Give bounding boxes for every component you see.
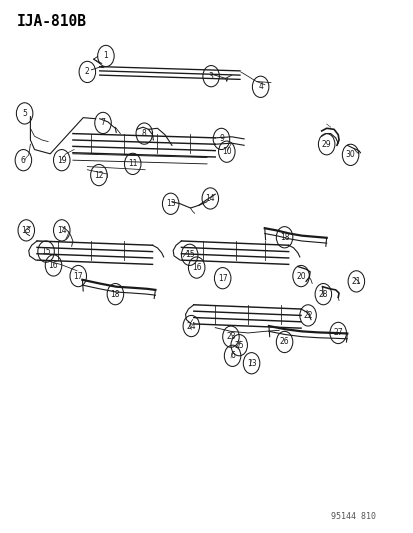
Text: 13: 13 <box>166 199 175 208</box>
Text: 5: 5 <box>22 109 27 118</box>
Text: IJA-810B: IJA-810B <box>17 14 87 29</box>
Text: 13: 13 <box>246 359 256 368</box>
Text: 16: 16 <box>49 261 58 270</box>
Text: 13: 13 <box>21 226 31 235</box>
Text: 1: 1 <box>103 52 108 60</box>
Text: 21: 21 <box>351 277 360 286</box>
Text: 12: 12 <box>94 171 103 180</box>
Text: 18: 18 <box>279 233 289 242</box>
Text: 16: 16 <box>191 263 201 272</box>
Text: 15: 15 <box>185 251 194 260</box>
Text: 29: 29 <box>321 140 331 149</box>
Text: 7: 7 <box>100 118 105 127</box>
Text: 17: 17 <box>73 272 83 280</box>
Text: 20: 20 <box>296 272 305 280</box>
Text: 25: 25 <box>234 341 243 350</box>
Text: 14: 14 <box>57 226 66 235</box>
Text: 23: 23 <box>225 332 235 341</box>
Text: 10: 10 <box>221 147 231 156</box>
Text: 15: 15 <box>41 247 51 256</box>
Text: 22: 22 <box>303 311 312 320</box>
Text: 6: 6 <box>230 351 235 360</box>
Text: 8: 8 <box>142 129 146 138</box>
Text: 19: 19 <box>57 156 66 165</box>
Text: 2: 2 <box>85 68 90 76</box>
Text: 95144 810: 95144 810 <box>330 512 375 521</box>
Text: 3: 3 <box>208 71 213 80</box>
Text: 28: 28 <box>318 289 328 298</box>
Text: 24: 24 <box>186 321 196 330</box>
Text: 30: 30 <box>345 150 355 159</box>
Text: 4: 4 <box>258 82 262 91</box>
Text: 6: 6 <box>21 156 26 165</box>
Text: 27: 27 <box>332 328 342 337</box>
Text: 9: 9 <box>218 134 223 143</box>
Text: 26: 26 <box>279 337 289 346</box>
Text: 18: 18 <box>110 289 120 298</box>
Text: 11: 11 <box>128 159 137 168</box>
Text: 14: 14 <box>205 194 215 203</box>
Text: 17: 17 <box>217 273 227 282</box>
